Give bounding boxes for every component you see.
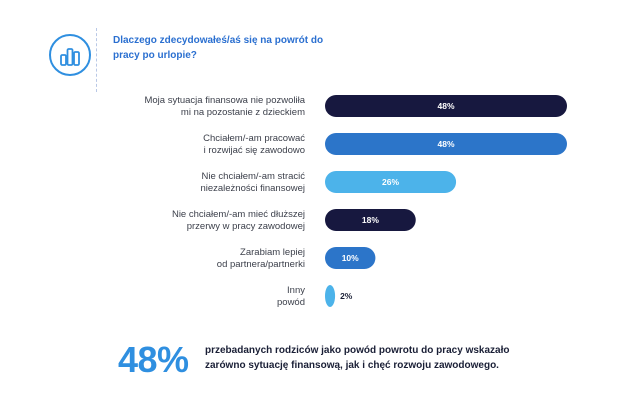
bar-chart-icon	[48, 33, 92, 77]
category-label-1: Chciałem/-am pracować i rozwijać się zawo…	[203, 133, 305, 156]
header-divider	[96, 28, 97, 92]
category-label-0: Moja sytuacja finansowa nie pozwoliła mi …	[144, 95, 305, 118]
bar-value-label-3: 18%	[362, 215, 379, 225]
bar-chart: 48% Moja sytuacja finansowa nie pozwoliła…	[144, 95, 567, 308]
category-label-3: Nie chciałem/-am mieć dłuższej przerwy w …	[172, 209, 305, 232]
highlight-percentage: 48%	[118, 339, 189, 380]
bar-value-label-0: 48%	[437, 101, 454, 111]
footer-line-1: przebadanych rodziców jako powód powrotu…	[205, 345, 510, 356]
category-label-5: Inny powód	[277, 285, 305, 308]
survey-question: Dlaczego zdecydowałeś/aś się na powrót d…	[113, 35, 324, 61]
bar-3	[325, 209, 416, 231]
category-label-4: Zarabiam lepiej od partnera/partnerki	[217, 247, 305, 270]
category-label-2: Nie chciałem/-am stracić niezależności fi…	[200, 171, 305, 194]
bar-4	[325, 247, 376, 269]
bar-1	[325, 133, 567, 155]
bar-2	[325, 171, 457, 193]
footer-line-2: zarówno sytuację finansową, jak i chęć r…	[205, 359, 499, 371]
bar-5	[325, 285, 336, 307]
footer-statement: przebadanych rodziców jako powód powrotu…	[205, 344, 585, 373]
bar-value-label-4: 10%	[342, 253, 359, 263]
bar-value-label-2: 26%	[382, 177, 399, 187]
bar-0	[325, 95, 567, 117]
bar-value-label-1: 48%	[437, 139, 454, 149]
bar-value-label-5: 2%	[340, 291, 353, 301]
